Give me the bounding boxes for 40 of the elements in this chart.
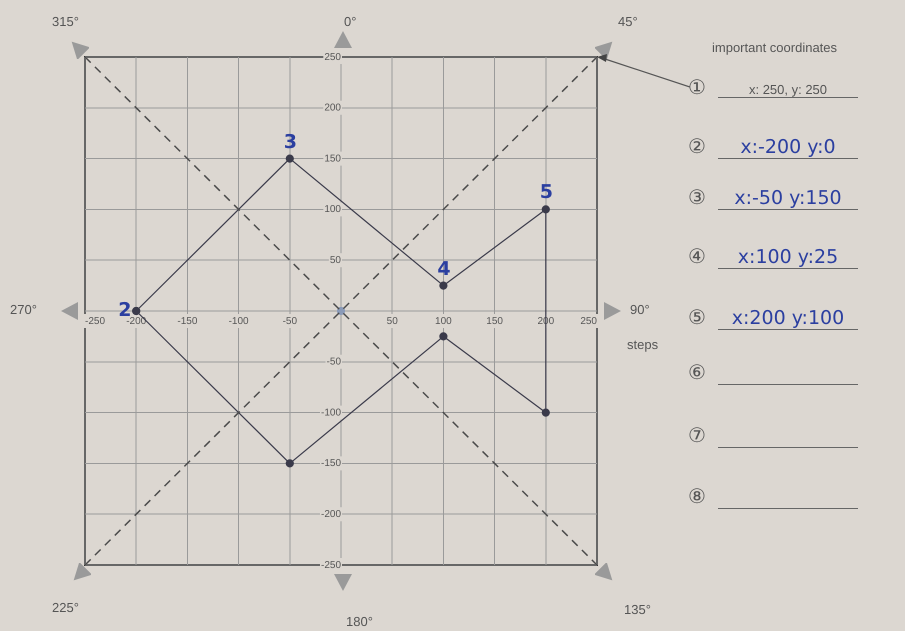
y-tick-label: 250 <box>324 52 342 63</box>
y-tick-label: -100 <box>320 407 342 418</box>
text: important coordinates <box>712 40 838 55</box>
text: 270° <box>10 302 37 317</box>
text: 225° <box>52 600 79 615</box>
x-tick-label: -200 <box>126 316 147 327</box>
text: steps <box>627 337 658 352</box>
x-tick-label: -50 <box>282 316 298 327</box>
text: ⑦ <box>688 425 706 447</box>
x-tick-label: -150 <box>177 316 198 327</box>
x-tick-label: 150 <box>486 316 504 327</box>
text: ① x: 250, y: 250 <box>688 77 828 99</box>
x-tick-label: -100 <box>228 316 250 327</box>
text: ⑤ x:200 y:100 <box>688 307 844 329</box>
annotation: 4 <box>437 258 451 280</box>
y-tick-label: 100 <box>324 204 342 216</box>
text: ⑧ <box>688 486 706 508</box>
x-tick-label: 50 <box>386 316 398 327</box>
y-tick-label: -50 <box>326 356 342 368</box>
y-tick-label: -250 <box>320 560 342 571</box>
annotation: 5 <box>540 181 554 204</box>
text: 0° <box>344 14 356 29</box>
x-tick-label: 250 <box>580 316 598 327</box>
text: ⑥ <box>688 362 706 384</box>
y-tick-label: -150 <box>320 458 342 470</box>
text: ④ x:100 y:25 <box>688 246 838 268</box>
text: 180° <box>346 614 373 629</box>
text: 90° <box>630 302 650 317</box>
text: 45° <box>618 14 638 29</box>
y-tick-label: 150 <box>324 153 342 164</box>
text: 315° <box>52 14 79 29</box>
annotation: 3 <box>284 130 298 153</box>
x-tick-label: 100 <box>435 316 452 327</box>
text: 135° <box>624 602 651 617</box>
x-tick-label: -250 <box>85 316 106 327</box>
y-tick-label: 200 <box>324 102 342 114</box>
text: ③ x:-50 y:150 <box>688 187 842 209</box>
text: ② x:-200 y:0 <box>688 136 836 158</box>
y-tick-label: -200 <box>320 508 342 520</box>
y-tick-label: 50 <box>330 254 342 266</box>
